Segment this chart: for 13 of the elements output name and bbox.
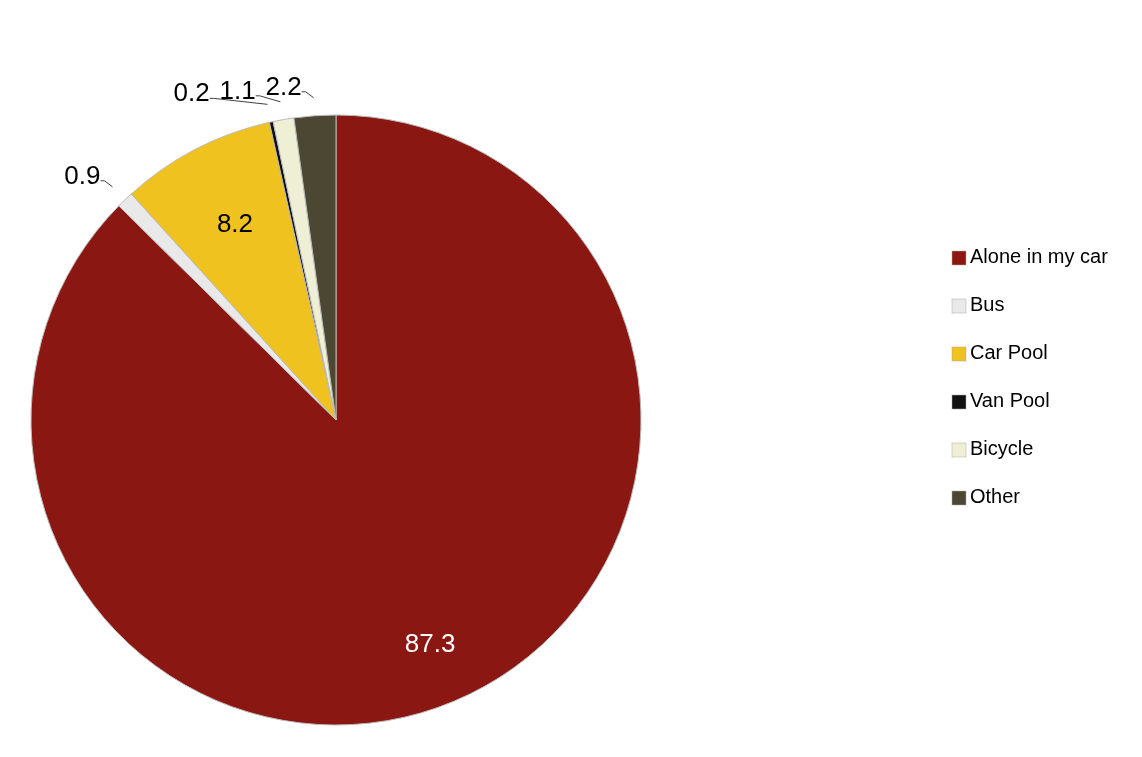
data-label: 2.2 bbox=[265, 70, 302, 101]
legend-label: Alone in my car bbox=[970, 245, 1109, 268]
legend-label: Car Pool bbox=[970, 341, 1048, 364]
legend-label: Bus bbox=[970, 293, 1005, 316]
legend-label: Other bbox=[970, 485, 1021, 508]
data-label: 8.2 bbox=[216, 207, 254, 238]
data-label: 1.1 bbox=[219, 74, 256, 105]
pie-slice bbox=[30, 114, 642, 726]
data-label: 0.2 bbox=[173, 77, 210, 108]
data-label: 0.9 bbox=[64, 159, 101, 190]
legend-label: Van Pool bbox=[970, 389, 1050, 412]
data-label: 87.3 bbox=[404, 627, 456, 658]
legend-label: Bicycle bbox=[970, 437, 1034, 460]
